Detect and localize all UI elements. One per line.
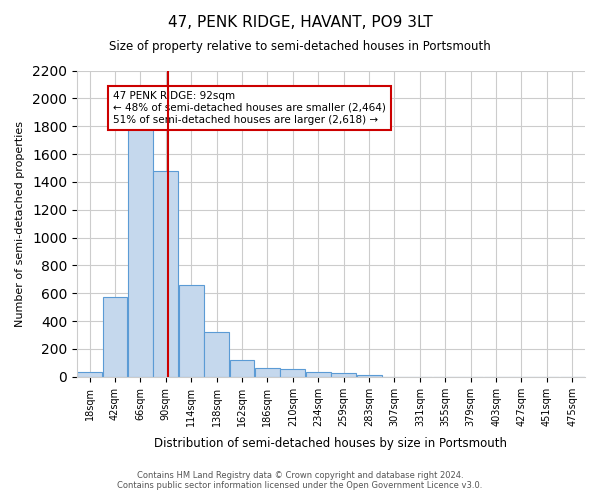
Text: Contains HM Land Registry data © Crown copyright and database right 2024.
Contai: Contains HM Land Registry data © Crown c… (118, 470, 482, 490)
Bar (77, 372, 102, 377)
Text: Size of property relative to semi-detached houses in Portsmouth: Size of property relative to semi-detach… (109, 40, 491, 53)
Bar (154, 170, 178, 377)
Bar (179, 285, 203, 377)
Bar (103, 298, 127, 377)
Bar (128, 126, 153, 377)
X-axis label: Distribution of semi-detached houses by size in Portsmouth: Distribution of semi-detached houses by … (154, 437, 508, 450)
Bar (356, 374, 382, 377)
Bar (280, 369, 305, 377)
Bar (306, 372, 331, 377)
Text: 47 PENK RIDGE: 92sqm
← 48% of semi-detached houses are smaller (2,464)
51% of se: 47 PENK RIDGE: 92sqm ← 48% of semi-detac… (113, 92, 386, 124)
Bar (255, 368, 280, 377)
Bar (230, 360, 254, 377)
Text: 47, PENK RIDGE, HAVANT, PO9 3LT: 47, PENK RIDGE, HAVANT, PO9 3LT (167, 15, 433, 30)
Y-axis label: Number of semi-detached properties: Number of semi-detached properties (15, 120, 25, 326)
Bar (331, 374, 356, 377)
Bar (204, 332, 229, 377)
